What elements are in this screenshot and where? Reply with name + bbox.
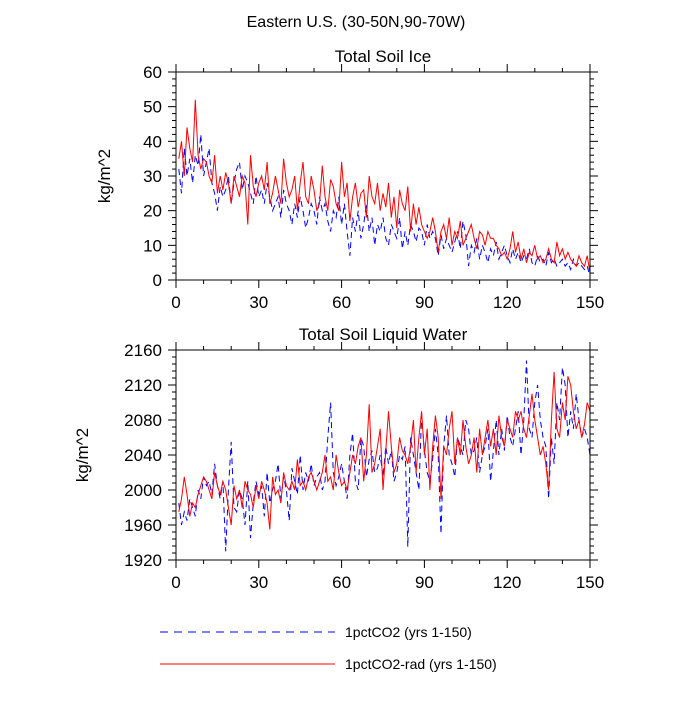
panel-1: Total Soil Ice kg/m^2 0 30 60 90 120 150 0 10 20 30… xyxy=(95,47,604,312)
plot-frame xyxy=(175,71,591,281)
y-tick-label: 1920 xyxy=(124,551,162,570)
x-tick-label: 150 xyxy=(576,293,604,312)
legend-entry: 1pctCO2-rad (yrs 1-150) xyxy=(160,656,497,672)
panel-title: Total Soil Liquid Water xyxy=(299,325,468,344)
y-tick-label: 50 xyxy=(143,98,162,117)
panel-title: Total Soil Ice xyxy=(335,47,431,66)
x-tick-label: 60 xyxy=(332,573,351,592)
y-tick-label: 30 xyxy=(143,167,162,186)
legend: 1pctCO2 (yrs 1-150) 1pctCO2-rad (yrs 1-15… xyxy=(160,624,497,672)
x-tick-label: 0 xyxy=(171,573,180,592)
y-axis-label: kg/m^2 xyxy=(73,428,92,482)
x-tick-label: 0 xyxy=(171,293,180,312)
series-line-dashed xyxy=(178,360,590,552)
panel-2: Total Soil Liquid Water kg/m^2 0 30 60 90 120 1… xyxy=(73,325,604,592)
x-tick-label: 60 xyxy=(332,293,351,312)
chart-panels: Total Soil Ice kg/m^2 0 30 60 90 120 150 0 10 20 30… xyxy=(73,47,604,592)
y-tick-label: 2120 xyxy=(124,376,162,395)
y-tick-label: 60 xyxy=(143,63,162,82)
legend-label: 1pctCO2-rad (yrs 1-150) xyxy=(345,656,497,672)
series-line-solid xyxy=(178,371,590,530)
y-tick-label: 2040 xyxy=(124,446,162,465)
y-tick-label: 10 xyxy=(143,236,162,255)
x-tick-label: 30 xyxy=(249,293,268,312)
plot-frame xyxy=(175,349,591,561)
series-line-dashed xyxy=(178,134,590,277)
y-axis-label: kg/m^2 xyxy=(95,149,114,203)
y-tick-label: 1960 xyxy=(124,516,162,535)
y-tick-label: 40 xyxy=(143,132,162,151)
y-tick-label: 2080 xyxy=(124,411,162,430)
x-tick-label: 150 xyxy=(576,573,604,592)
x-tick-label: 90 xyxy=(415,573,434,592)
x-tick-label: 120 xyxy=(493,293,521,312)
series-line-solid xyxy=(178,99,590,274)
legend-entry: 1pctCO2 (yrs 1-150) xyxy=(160,624,472,640)
x-tick-label: 120 xyxy=(493,573,521,592)
figure-title: Eastern U.S. (30-50N,90-70W) xyxy=(247,14,466,31)
y-tick-label: 2000 xyxy=(124,481,162,500)
x-tick-label: 90 xyxy=(415,293,434,312)
y-tick-label: 20 xyxy=(143,202,162,221)
y-tick-label: 2160 xyxy=(124,341,162,360)
y-tick-label: 0 xyxy=(153,271,162,290)
x-tick-label: 30 xyxy=(249,573,268,592)
legend-label: 1pctCO2 (yrs 1-150) xyxy=(345,624,472,640)
